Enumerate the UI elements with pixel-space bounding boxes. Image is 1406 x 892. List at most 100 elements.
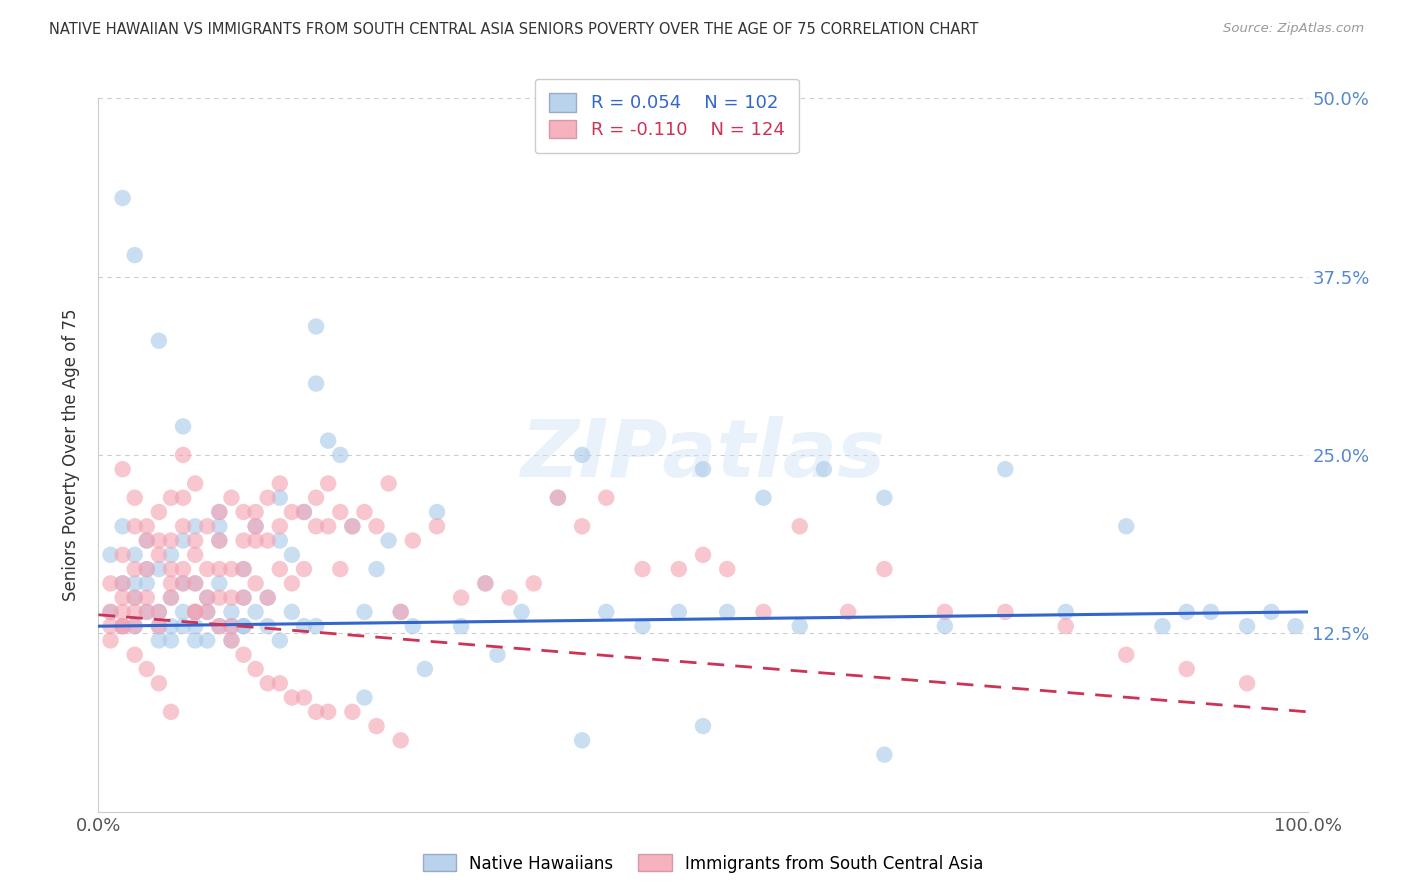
Point bbox=[135, 605, 157, 619]
Point bbox=[873, 747, 896, 762]
Point bbox=[172, 576, 194, 591]
Point bbox=[184, 533, 207, 548]
Point bbox=[402, 619, 425, 633]
Point bbox=[160, 576, 183, 591]
Point bbox=[208, 576, 231, 591]
Point bbox=[292, 505, 315, 519]
Point bbox=[752, 605, 775, 619]
Point bbox=[292, 505, 315, 519]
Point bbox=[305, 491, 328, 505]
Point bbox=[316, 476, 339, 491]
Point bbox=[135, 576, 157, 591]
Point bbox=[292, 690, 315, 705]
Point bbox=[184, 619, 207, 633]
Point bbox=[402, 533, 425, 548]
Point bbox=[195, 519, 218, 533]
Point bbox=[184, 605, 207, 619]
Point bbox=[172, 519, 194, 533]
Point bbox=[111, 619, 134, 633]
Point bbox=[994, 605, 1017, 619]
Point bbox=[256, 591, 278, 605]
Point bbox=[135, 519, 157, 533]
Point bbox=[450, 591, 472, 605]
Point bbox=[389, 605, 412, 619]
Point bbox=[172, 562, 194, 576]
Point bbox=[111, 619, 134, 633]
Point bbox=[124, 576, 146, 591]
Point bbox=[100, 619, 122, 633]
Point bbox=[148, 605, 170, 619]
Point bbox=[111, 519, 134, 533]
Point bbox=[837, 605, 859, 619]
Point bbox=[148, 548, 170, 562]
Point bbox=[135, 562, 157, 576]
Point bbox=[124, 562, 146, 576]
Point bbox=[934, 605, 956, 619]
Point bbox=[269, 476, 291, 491]
Point bbox=[752, 491, 775, 505]
Point bbox=[595, 491, 617, 505]
Point bbox=[1054, 605, 1077, 619]
Point bbox=[498, 591, 520, 605]
Point bbox=[426, 519, 449, 533]
Point bbox=[366, 519, 388, 533]
Point bbox=[148, 533, 170, 548]
Point bbox=[305, 619, 328, 633]
Point bbox=[148, 334, 170, 348]
Point bbox=[256, 591, 278, 605]
Point bbox=[160, 533, 183, 548]
Text: NATIVE HAWAIIAN VS IMMIGRANTS FROM SOUTH CENTRAL ASIA SENIORS POVERTY OVER THE A: NATIVE HAWAIIAN VS IMMIGRANTS FROM SOUTH… bbox=[49, 22, 979, 37]
Point bbox=[316, 434, 339, 448]
Point bbox=[1115, 519, 1137, 533]
Point bbox=[184, 548, 207, 562]
Point bbox=[135, 562, 157, 576]
Point bbox=[148, 619, 170, 633]
Point bbox=[342, 519, 364, 533]
Point bbox=[100, 605, 122, 619]
Point bbox=[184, 605, 207, 619]
Point bbox=[716, 562, 738, 576]
Point bbox=[316, 705, 339, 719]
Point bbox=[1236, 619, 1258, 633]
Point bbox=[232, 562, 254, 576]
Point bbox=[221, 619, 243, 633]
Point bbox=[195, 633, 218, 648]
Point bbox=[100, 605, 122, 619]
Point bbox=[111, 548, 134, 562]
Point bbox=[256, 533, 278, 548]
Point bbox=[221, 491, 243, 505]
Point bbox=[245, 519, 267, 533]
Point bbox=[111, 576, 134, 591]
Point bbox=[873, 562, 896, 576]
Point bbox=[124, 548, 146, 562]
Point bbox=[934, 619, 956, 633]
Point bbox=[1236, 676, 1258, 690]
Point bbox=[195, 605, 218, 619]
Point bbox=[221, 605, 243, 619]
Point bbox=[160, 705, 183, 719]
Point bbox=[195, 605, 218, 619]
Point bbox=[232, 619, 254, 633]
Point bbox=[413, 662, 436, 676]
Point bbox=[668, 562, 690, 576]
Point bbox=[208, 562, 231, 576]
Point bbox=[316, 519, 339, 533]
Point bbox=[111, 605, 134, 619]
Point bbox=[329, 505, 352, 519]
Point bbox=[148, 676, 170, 690]
Point bbox=[208, 533, 231, 548]
Point bbox=[366, 719, 388, 733]
Point bbox=[571, 519, 593, 533]
Point bbox=[124, 619, 146, 633]
Point bbox=[184, 633, 207, 648]
Point bbox=[353, 690, 375, 705]
Point bbox=[232, 591, 254, 605]
Point bbox=[486, 648, 509, 662]
Point bbox=[124, 591, 146, 605]
Y-axis label: Seniors Poverty Over the Age of 75: Seniors Poverty Over the Age of 75 bbox=[62, 309, 80, 601]
Point bbox=[232, 505, 254, 519]
Point bbox=[1115, 648, 1137, 662]
Point bbox=[631, 619, 654, 633]
Point bbox=[716, 605, 738, 619]
Point bbox=[232, 648, 254, 662]
